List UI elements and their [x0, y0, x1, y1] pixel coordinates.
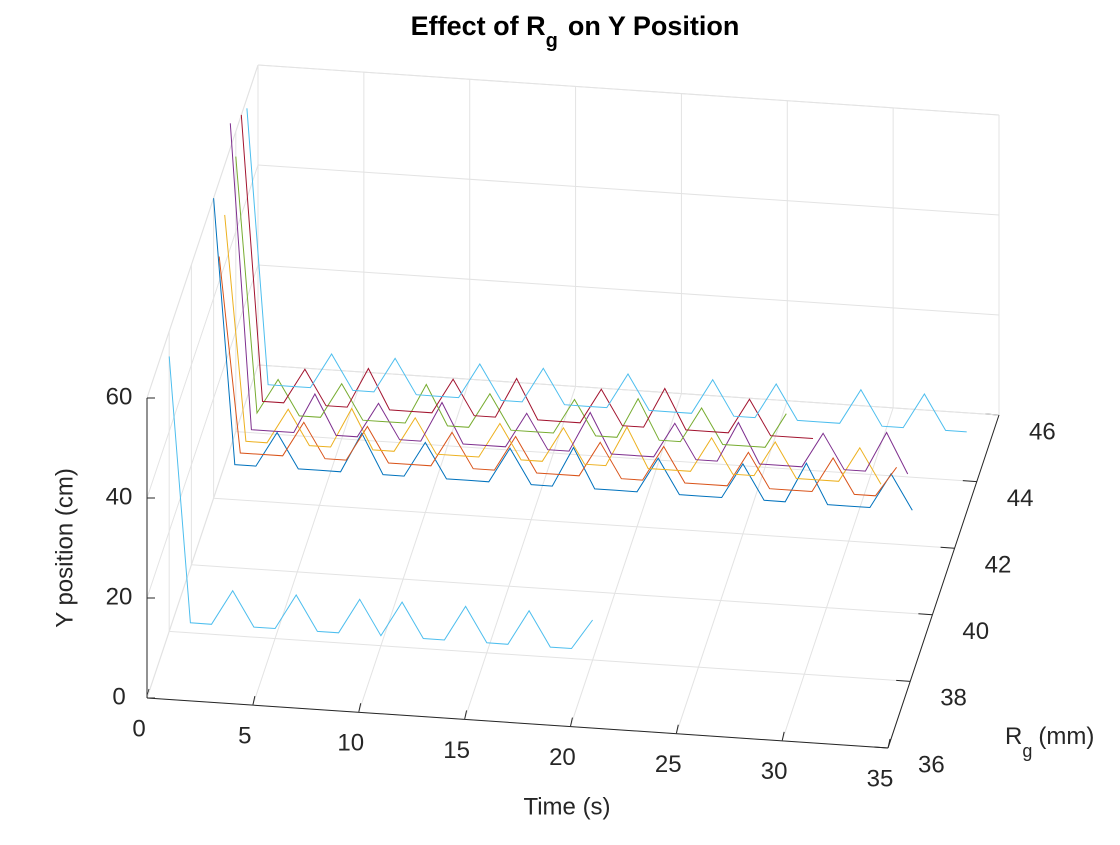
series-line — [240, 114, 814, 439]
y-tick-label: 42 — [985, 552, 1012, 579]
x-axis — [146, 697, 889, 749]
x-tick-label: 30 — [761, 758, 788, 785]
grid-line — [257, 64, 1000, 116]
chart-title: Effect of Rg on Y Position — [411, 11, 740, 52]
x-tick — [464, 710, 468, 720]
grid-line — [675, 400, 788, 734]
series-line — [218, 256, 898, 497]
grid-line — [358, 379, 471, 713]
grid-line — [146, 364, 259, 699]
z-tick-label: 40 — [106, 483, 133, 510]
z-tick-label: 0 — [112, 683, 125, 710]
series-line — [235, 156, 787, 448]
grid-line — [146, 164, 259, 499]
y-tick — [918, 613, 933, 616]
grid-line — [213, 497, 955, 549]
y-tick — [896, 679, 911, 682]
z-tick-label: 60 — [106, 383, 133, 410]
series-line — [168, 356, 594, 650]
grid-line — [257, 164, 1000, 216]
y-tick-label: 46 — [1029, 418, 1056, 445]
label-part: (mm) — [1038, 723, 1094, 750]
title-part: on Y Position — [568, 11, 740, 41]
series-line — [224, 214, 882, 485]
grid-line — [464, 386, 577, 720]
x-tick-label: 5 — [238, 722, 251, 749]
title-part: Effect of R — [411, 11, 546, 41]
z-tick-label: 20 — [106, 583, 133, 610]
x-tick — [252, 696, 256, 706]
z-axis-label: Y position (cm) — [51, 468, 78, 628]
x-axis-label: Time (s) — [523, 793, 610, 820]
grid-line — [169, 630, 911, 682]
y-tick-label: 38 — [940, 685, 967, 712]
series-line — [229, 123, 909, 475]
grid-line — [252, 371, 365, 706]
x-tick — [781, 731, 785, 741]
y-axis-label: Rg (mm) — [1005, 723, 1094, 760]
y-tick — [962, 480, 977, 483]
x-tick-label: 35 — [867, 765, 894, 792]
label-part: R — [1005, 723, 1022, 750]
x-tick-label: 0 — [132, 715, 145, 742]
grid-line — [257, 364, 1000, 416]
y-tick — [940, 546, 955, 549]
x-tick-label: 15 — [443, 737, 470, 764]
x-tick — [358, 703, 362, 713]
grid-line — [257, 264, 1000, 316]
y-tick-label: 44 — [1007, 485, 1034, 512]
x-tick-label: 20 — [549, 744, 576, 771]
x-tick-label: 10 — [337, 730, 364, 757]
grid-line — [781, 407, 894, 742]
y-axis — [887, 414, 1000, 749]
x-tick — [675, 724, 679, 734]
y-tick-label: 36 — [918, 751, 945, 778]
x-tick — [569, 717, 573, 727]
label-subscript: g — [1022, 741, 1032, 761]
x-tick-label: 25 — [655, 751, 682, 778]
series-line — [213, 198, 913, 511]
series-line — [246, 108, 967, 433]
grid-line — [146, 64, 259, 399]
title-subscript: g — [546, 30, 558, 52]
grid-line — [235, 431, 977, 483]
grid-line — [146, 264, 259, 599]
grid-line — [569, 393, 682, 727]
grid-line — [191, 564, 933, 616]
y-tick-label: 40 — [962, 618, 989, 645]
